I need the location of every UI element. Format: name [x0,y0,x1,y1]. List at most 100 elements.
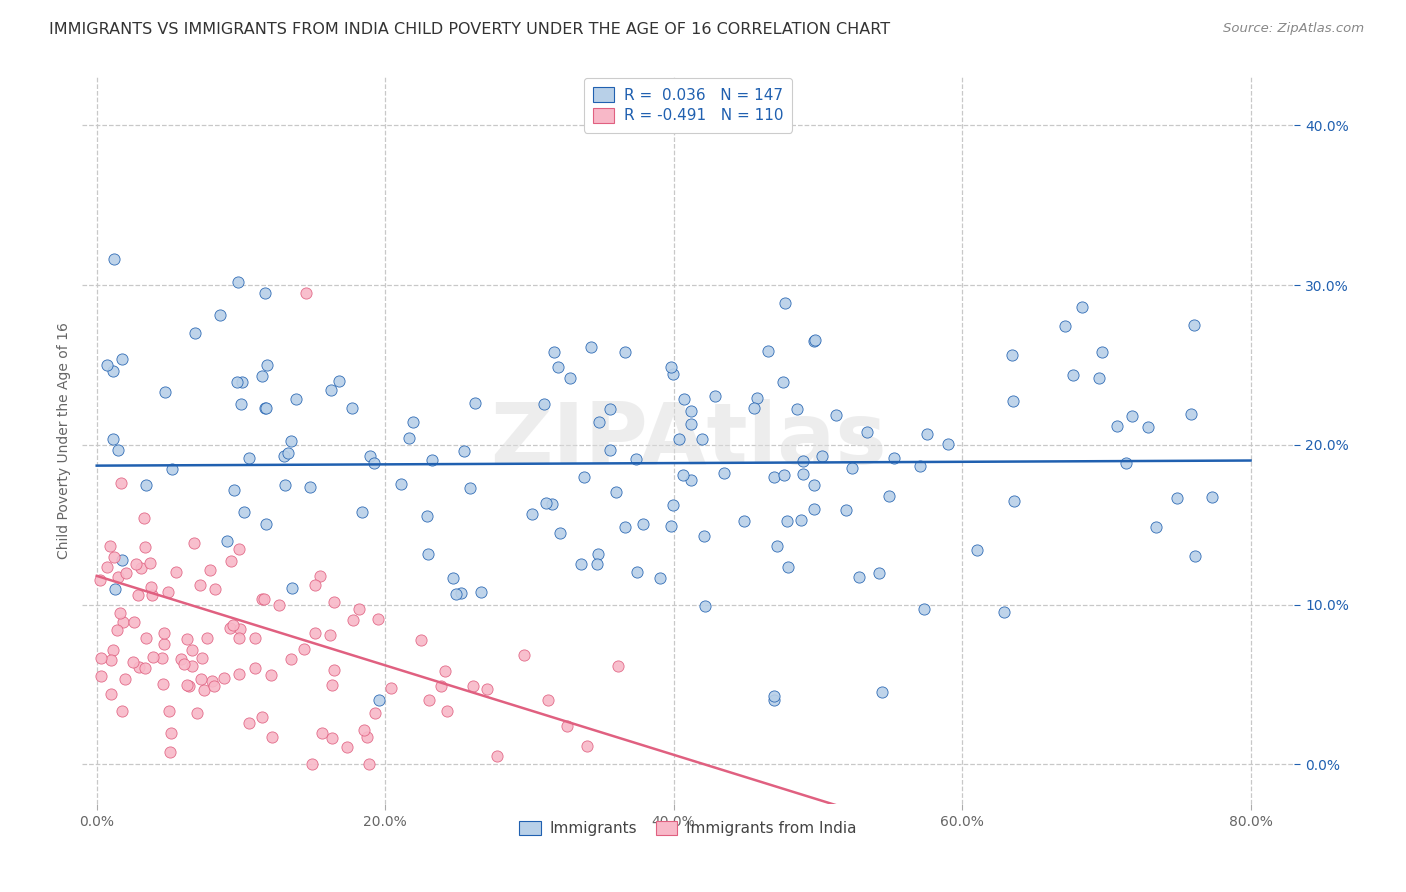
Point [304,626,326,640]
Point [993,605,1015,619]
Point [153,385,176,400]
Point [848,570,870,584]
Point [672,468,695,483]
Point [152,676,174,690]
Point [336,740,359,755]
Point [477,681,499,696]
Point [841,461,863,475]
Point [253,285,276,300]
Point [599,442,621,457]
Point [170,652,193,666]
Point [548,526,571,541]
Point [792,454,814,468]
Point [872,685,894,699]
Point [274,478,297,492]
Point [342,613,364,627]
Point [219,622,242,636]
Point [228,667,250,681]
Point [579,340,602,354]
Point [181,643,204,657]
Point [229,397,252,411]
Point [681,417,703,431]
Point [1137,419,1160,434]
Point [762,693,785,707]
Point [543,345,565,359]
Point [912,602,935,616]
Point [444,587,467,601]
Point [464,396,486,410]
Point [803,502,825,516]
Point [418,693,440,707]
Point [520,507,543,521]
Point [416,547,439,561]
Point [804,334,827,348]
Point [599,402,621,417]
Point [416,508,439,523]
Text: Source: ZipAtlas.com: Source: ZipAtlas.com [1223,22,1364,36]
Point [252,592,274,607]
Point [256,358,278,372]
Point [690,432,713,446]
Point [260,668,283,682]
Point [122,615,145,630]
Point [110,476,132,491]
Point [309,568,332,582]
Point [786,401,808,416]
Point [1166,491,1188,505]
Point [186,706,208,720]
Point [588,415,610,429]
Point [104,582,127,597]
Point [773,296,796,310]
Point [219,554,242,568]
Point [252,709,274,723]
Point [198,563,221,577]
Point [555,719,578,733]
Point [160,726,183,740]
Point [409,632,432,647]
Point [269,598,291,612]
Point [537,693,560,707]
Point [100,653,122,667]
Point [650,571,672,585]
Point [659,519,682,533]
Point [613,520,636,534]
Point [107,443,129,458]
Point [156,584,179,599]
Point [280,434,302,448]
Point [756,343,779,358]
Text: IMMIGRANTS VS IMMIGRANTS FROM INDIA CHILD POVERTY UNDER THE AGE OF 16 CORRELATIO: IMMIGRANTS VS IMMIGRANTS FROM INDIA CHIL… [49,22,890,37]
Point [132,510,155,524]
Point [232,505,254,519]
Point [328,374,350,388]
Point [1184,549,1206,564]
Point [704,389,727,403]
Point [128,660,150,674]
Point [208,308,231,322]
Point [226,375,249,389]
Point [90,651,112,665]
Point [254,516,277,531]
Point [1001,394,1024,409]
Point [713,466,735,480]
Point [1180,407,1202,421]
Point [908,459,931,474]
Point [607,658,630,673]
Legend: Immigrants, Immigrants from India: Immigrants, Immigrants from India [512,814,865,844]
Point [534,495,557,509]
Point [856,425,879,439]
Point [463,679,485,693]
Point [105,623,128,637]
Point [936,437,959,451]
Point [129,561,152,575]
Point [966,542,988,557]
Point [626,565,648,579]
Point [254,401,277,416]
Point [762,689,785,703]
Point [176,678,198,692]
Point [103,252,125,266]
Point [359,449,381,463]
Point [803,334,825,349]
Point [380,681,402,696]
Point [772,468,794,483]
Point [433,665,456,679]
